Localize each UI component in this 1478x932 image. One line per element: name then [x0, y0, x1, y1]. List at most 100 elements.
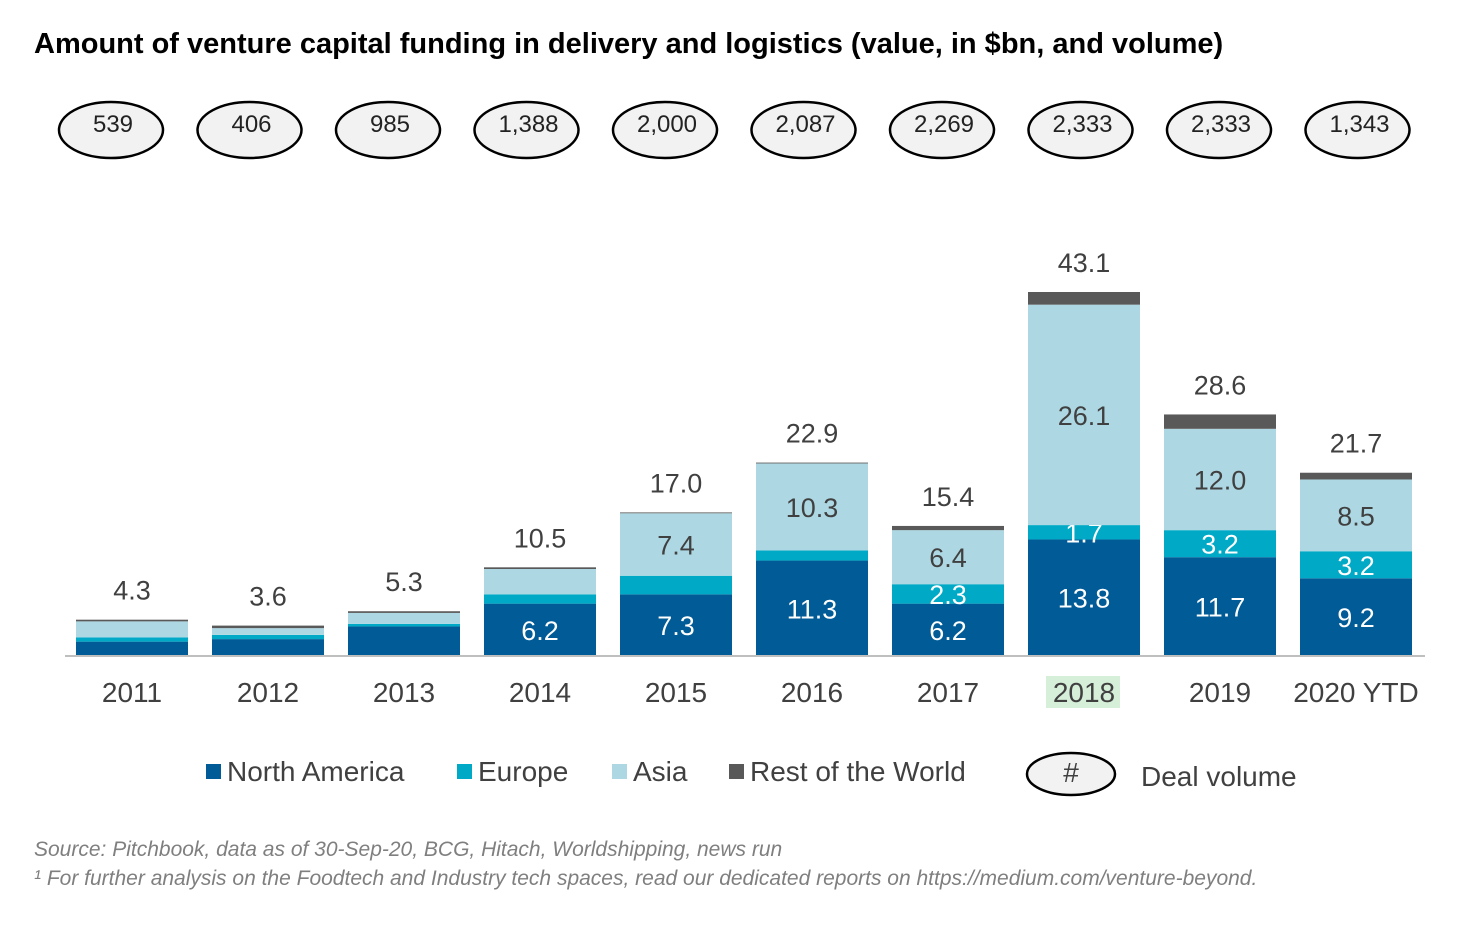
segment-value-label: 6.4 — [929, 543, 967, 573]
bar-asia-2017 — [892, 530, 1004, 585]
deal-volume-oval — [57, 100, 165, 160]
deal-volume-value: 1,343 — [1329, 111, 1389, 138]
deal-volume-value: 2,333 — [1052, 111, 1112, 138]
bar-europe-2017 — [892, 584, 1004, 604]
bar-europe-2011 — [76, 637, 188, 642]
bar-europe-2014 — [484, 594, 596, 604]
x-tick-label: 2019 — [1189, 677, 1251, 708]
bar-rest-of-the-world-2013 — [348, 611, 460, 613]
segment-value-label: 3.2 — [1201, 530, 1239, 560]
bar-north-america-2015 — [620, 594, 732, 656]
bar-asia-2011 — [76, 621, 188, 638]
segment-value-label: 6.2 — [929, 616, 967, 646]
bar-total-label: 10.5 — [514, 523, 567, 553]
segment-value-label: 12.0 — [1194, 465, 1247, 495]
bar-asia-2018 — [1028, 304, 1140, 526]
bar-north-america-2014 — [484, 603, 596, 656]
bar-north-america-2020-ytd — [1300, 578, 1412, 656]
bar-rest-of-the-world-2012 — [212, 625, 324, 629]
bar-total-label: 43.1 — [1058, 248, 1111, 278]
bar-north-america-2013 — [348, 626, 460, 656]
bar-asia-2014 — [484, 569, 596, 595]
bar-total-label: 3.6 — [249, 582, 287, 612]
bars: 4.3 3.6 5.3 6.2 10.5 7.3 7.4 17.0 11.3 10.3 22.9 6.… — [76, 248, 1412, 656]
segment-value-label: 11.7 — [1195, 593, 1246, 623]
bar-europe-2020-ytd — [1300, 551, 1412, 579]
bar-north-america-2011 — [76, 641, 188, 656]
legend-swatch-asia — [612, 764, 627, 779]
legend-swatch-north-america — [206, 764, 221, 779]
bar-rest-of-the-world-2020-ytd — [1300, 472, 1412, 480]
x-tick-label: 2018 — [1053, 677, 1115, 708]
segment-value-label: 3.2 — [1337, 551, 1375, 581]
bar-total-label: 5.3 — [385, 567, 423, 597]
bar-north-america-2012 — [212, 639, 324, 656]
bar-asia-2020-ytd — [1300, 479, 1412, 552]
bar-total-label: 15.4 — [922, 482, 975, 512]
bar-asia-2012 — [212, 628, 324, 635]
x-tick-label: 2014 — [509, 677, 571, 708]
bar-north-america-2017 — [892, 603, 1004, 656]
bar-rest-of-the-world-2011 — [76, 619, 188, 622]
deal-volume-row: 539 406 985 1,388 2,000 2,087 2,269 2,333 2,333 1… — [57, 100, 1411, 160]
legend-swatch-rest-of-the-world — [729, 764, 744, 779]
x-tick-label: 2013 — [373, 677, 435, 708]
deal-volume-value: 2,333 — [1191, 111, 1251, 138]
bar-total-label: 17.0 — [650, 468, 703, 498]
legend-deal-volume-oval — [1025, 751, 1117, 797]
x-tick-label: 2016 — [781, 677, 843, 708]
segment-value-label: 13.8 — [1058, 584, 1111, 614]
highlighted-year-background — [1046, 676, 1120, 708]
deal-volume-value: 406 — [231, 111, 271, 138]
deal-volume-oval — [473, 100, 580, 160]
segment-value-label: 9.2 — [1337, 603, 1375, 633]
bar-rest-of-the-world-2018 — [1028, 292, 1140, 305]
x-tick-label: 2015 — [645, 677, 707, 708]
bar-rest-of-the-world-2017 — [892, 525, 1004, 531]
chart-title: Amount of venture capital funding in del… — [34, 28, 1224, 60]
bar-rest-of-the-world-2016 — [756, 462, 868, 464]
deal-volume-value: 2,087 — [775, 111, 835, 138]
legend-label: Europe — [478, 756, 568, 787]
bar-asia-2019 — [1164, 428, 1276, 531]
footnote: ¹ For further analysis on the Foodtech a… — [34, 867, 1258, 890]
legend-label: Rest of the World — [750, 756, 966, 787]
x-tick-label: 2017 — [917, 677, 979, 708]
x-tick-label: 2012 — [237, 677, 299, 708]
bar-asia-2013 — [348, 612, 460, 624]
x-axis-ticks: 2011 2012 2013 2014 2015 2016 2017 2018 2019 2020… — [102, 676, 1419, 708]
bar-north-america-2019 — [1164, 557, 1276, 656]
x-tick-label: 2020 YTD — [1293, 677, 1419, 708]
bar-north-america-2018 — [1028, 539, 1140, 656]
deal-volume-value: 2,269 — [914, 111, 974, 138]
deal-volume-value: 1,388 — [498, 111, 558, 138]
deal-volume-value: 539 — [93, 111, 133, 138]
deal-volume-oval — [611, 100, 719, 160]
deal-volume-oval — [1304, 100, 1411, 160]
x-tick-label: 2011 — [102, 677, 162, 708]
bar-asia-2016 — [756, 463, 868, 551]
segment-value-label: 26.1 — [1058, 401, 1111, 431]
segment-value-label: 8.5 — [1337, 501, 1375, 531]
deal-volume-oval — [334, 100, 442, 160]
segment-value-label: 6.2 — [521, 616, 559, 646]
source-note: Source: Pitchbook, data as of 30-Sep-20,… — [34, 838, 783, 861]
bar-asia-2015 — [620, 513, 732, 576]
bar-europe-2012 — [212, 634, 324, 640]
bar-total-label: 21.7 — [1330, 429, 1383, 459]
legend-swatch-europe — [457, 764, 472, 779]
bar-total-label: 22.9 — [786, 419, 839, 449]
bar-total-label: 4.3 — [113, 576, 151, 606]
bar-europe-2018 — [1028, 525, 1140, 540]
legend-label: North America — [227, 756, 405, 787]
deal-volume-value: 2,000 — [637, 111, 697, 138]
bar-north-america-2016 — [756, 560, 868, 656]
header-strip — [0, 0, 1478, 8]
bar-rest-of-the-world-2014 — [484, 567, 596, 570]
bar-total-label: 28.6 — [1194, 370, 1247, 400]
deal-volume-oval — [750, 100, 857, 160]
segment-value-label: 7.4 — [657, 531, 695, 561]
segment-value-label: 2.3 — [929, 580, 967, 610]
